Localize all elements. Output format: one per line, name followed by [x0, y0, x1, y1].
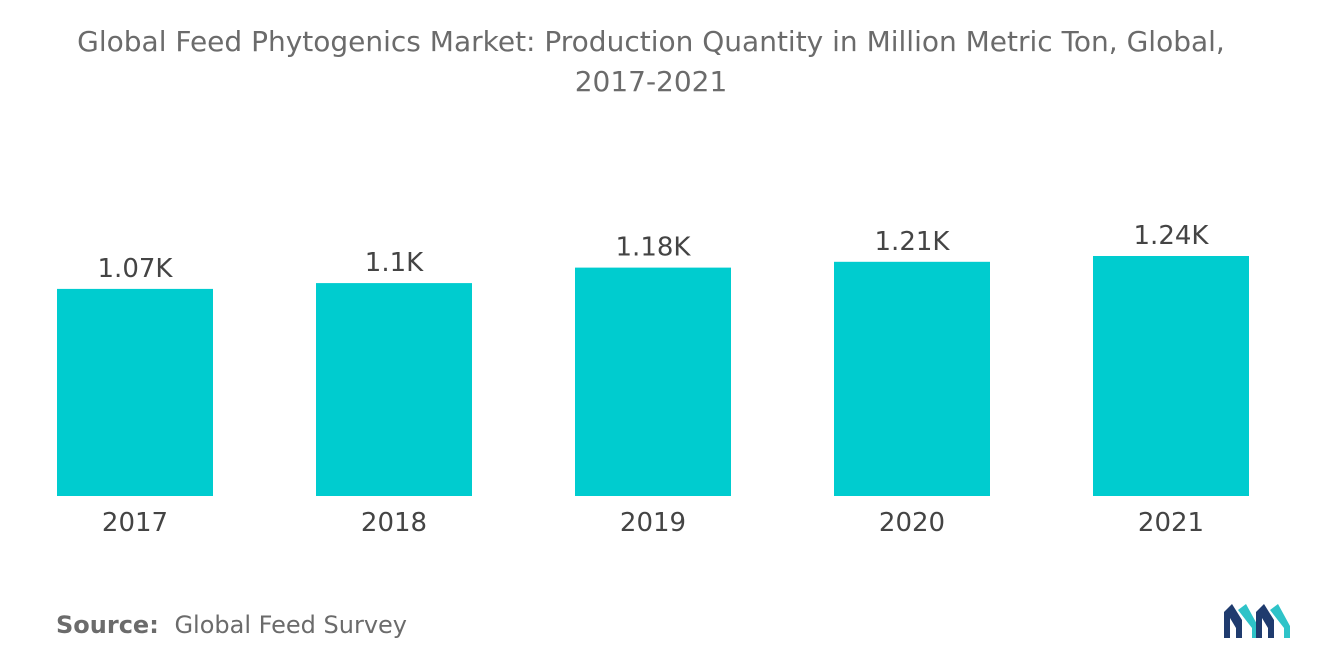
mordor-logo-icon — [1224, 604, 1290, 638]
x-tick-label-2017: 2017 — [102, 508, 168, 538]
x-tick-label-2021: 2021 — [1138, 508, 1204, 538]
x-tick-label-2019: 2019 — [620, 508, 686, 538]
data-label-2020: 1.21K — [875, 227, 951, 257]
x-tick-label-2020: 2020 — [879, 508, 945, 538]
chart-title-line-1: Global Feed Phytogenics Market: Producti… — [77, 25, 1225, 58]
bar-2018 — [316, 283, 472, 496]
bar-2020 — [834, 261, 990, 496]
bar-2021 — [1093, 256, 1249, 496]
source-note: Source: Global Feed Survey — [56, 611, 407, 639]
data-label-2019: 1.18K — [616, 233, 692, 263]
x-tick-label-2018: 2018 — [361, 508, 427, 538]
source-text: Global Feed Survey — [174, 611, 407, 639]
chart-title: Global Feed Phytogenics Market: Producti… — [40, 22, 1262, 102]
bar-2017 — [57, 288, 213, 496]
source-label: Source: — [56, 611, 159, 639]
data-label-2017: 1.07K — [98, 254, 174, 284]
data-label-2018: 1.1K — [365, 248, 424, 278]
data-label-2021: 1.24K — [1134, 221, 1210, 251]
chart-title-line-2: 2017-2021 — [574, 65, 728, 98]
bar-2019 — [575, 267, 731, 496]
